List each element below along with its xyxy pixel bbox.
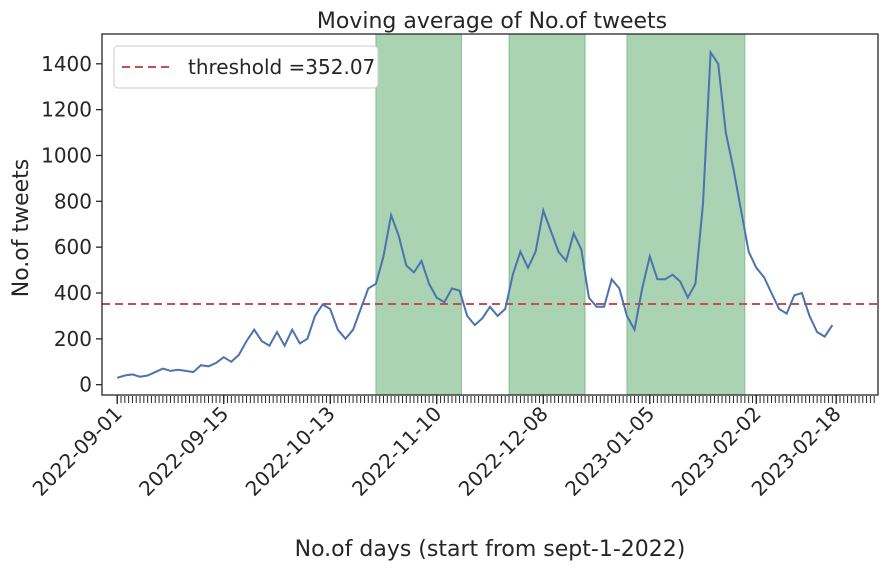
legend-threshold-label: threshold =352.07	[188, 55, 375, 79]
y-tick-label: 1400	[41, 52, 92, 76]
y-tick-label: 1000	[41, 143, 92, 167]
legend-box	[113, 45, 379, 89]
shaded-region-2	[508, 33, 586, 396]
y-axis-label: No.of tweets	[9, 159, 34, 298]
x-axis-label: No.of days (start from sept-1-2022)	[295, 537, 686, 562]
y-tick-label: 600	[54, 235, 92, 259]
x-tick-label: 2022-11-10	[347, 402, 446, 501]
y-tick-label: 0	[79, 373, 92, 397]
y-tick-label: 200	[54, 327, 92, 351]
x-axis: 2022-09-01 2022-09-15 2022-10-13 2022-11-10…	[28, 395, 846, 501]
shaded-regions	[375, 33, 746, 396]
shaded-region-1	[375, 33, 462, 396]
y-tick-label: 800	[54, 189, 92, 213]
series-line-tweets	[116, 49, 834, 379]
x-tick-label: 2022-10-13	[241, 402, 340, 501]
plot-frame	[101, 33, 879, 396]
x-minor-ticks	[116, 396, 875, 403]
x-tick-label: 2023-01-05	[560, 402, 659, 501]
chart-title: Moving average of No.of tweets	[317, 9, 667, 34]
x-tick-label: 2022-09-01	[28, 402, 127, 501]
x-tick-label: 2022-09-15	[134, 402, 233, 501]
y-tick-label: 400	[54, 281, 92, 305]
shaded-region-3	[626, 33, 746, 396]
x-tick-label: 2022-12-08	[454, 402, 553, 501]
legend: threshold =352.07	[113, 45, 379, 89]
y-tick-label: 1200	[41, 98, 92, 122]
y-axis: 0 200 400 600 800 1000 1200 1400	[41, 52, 102, 397]
